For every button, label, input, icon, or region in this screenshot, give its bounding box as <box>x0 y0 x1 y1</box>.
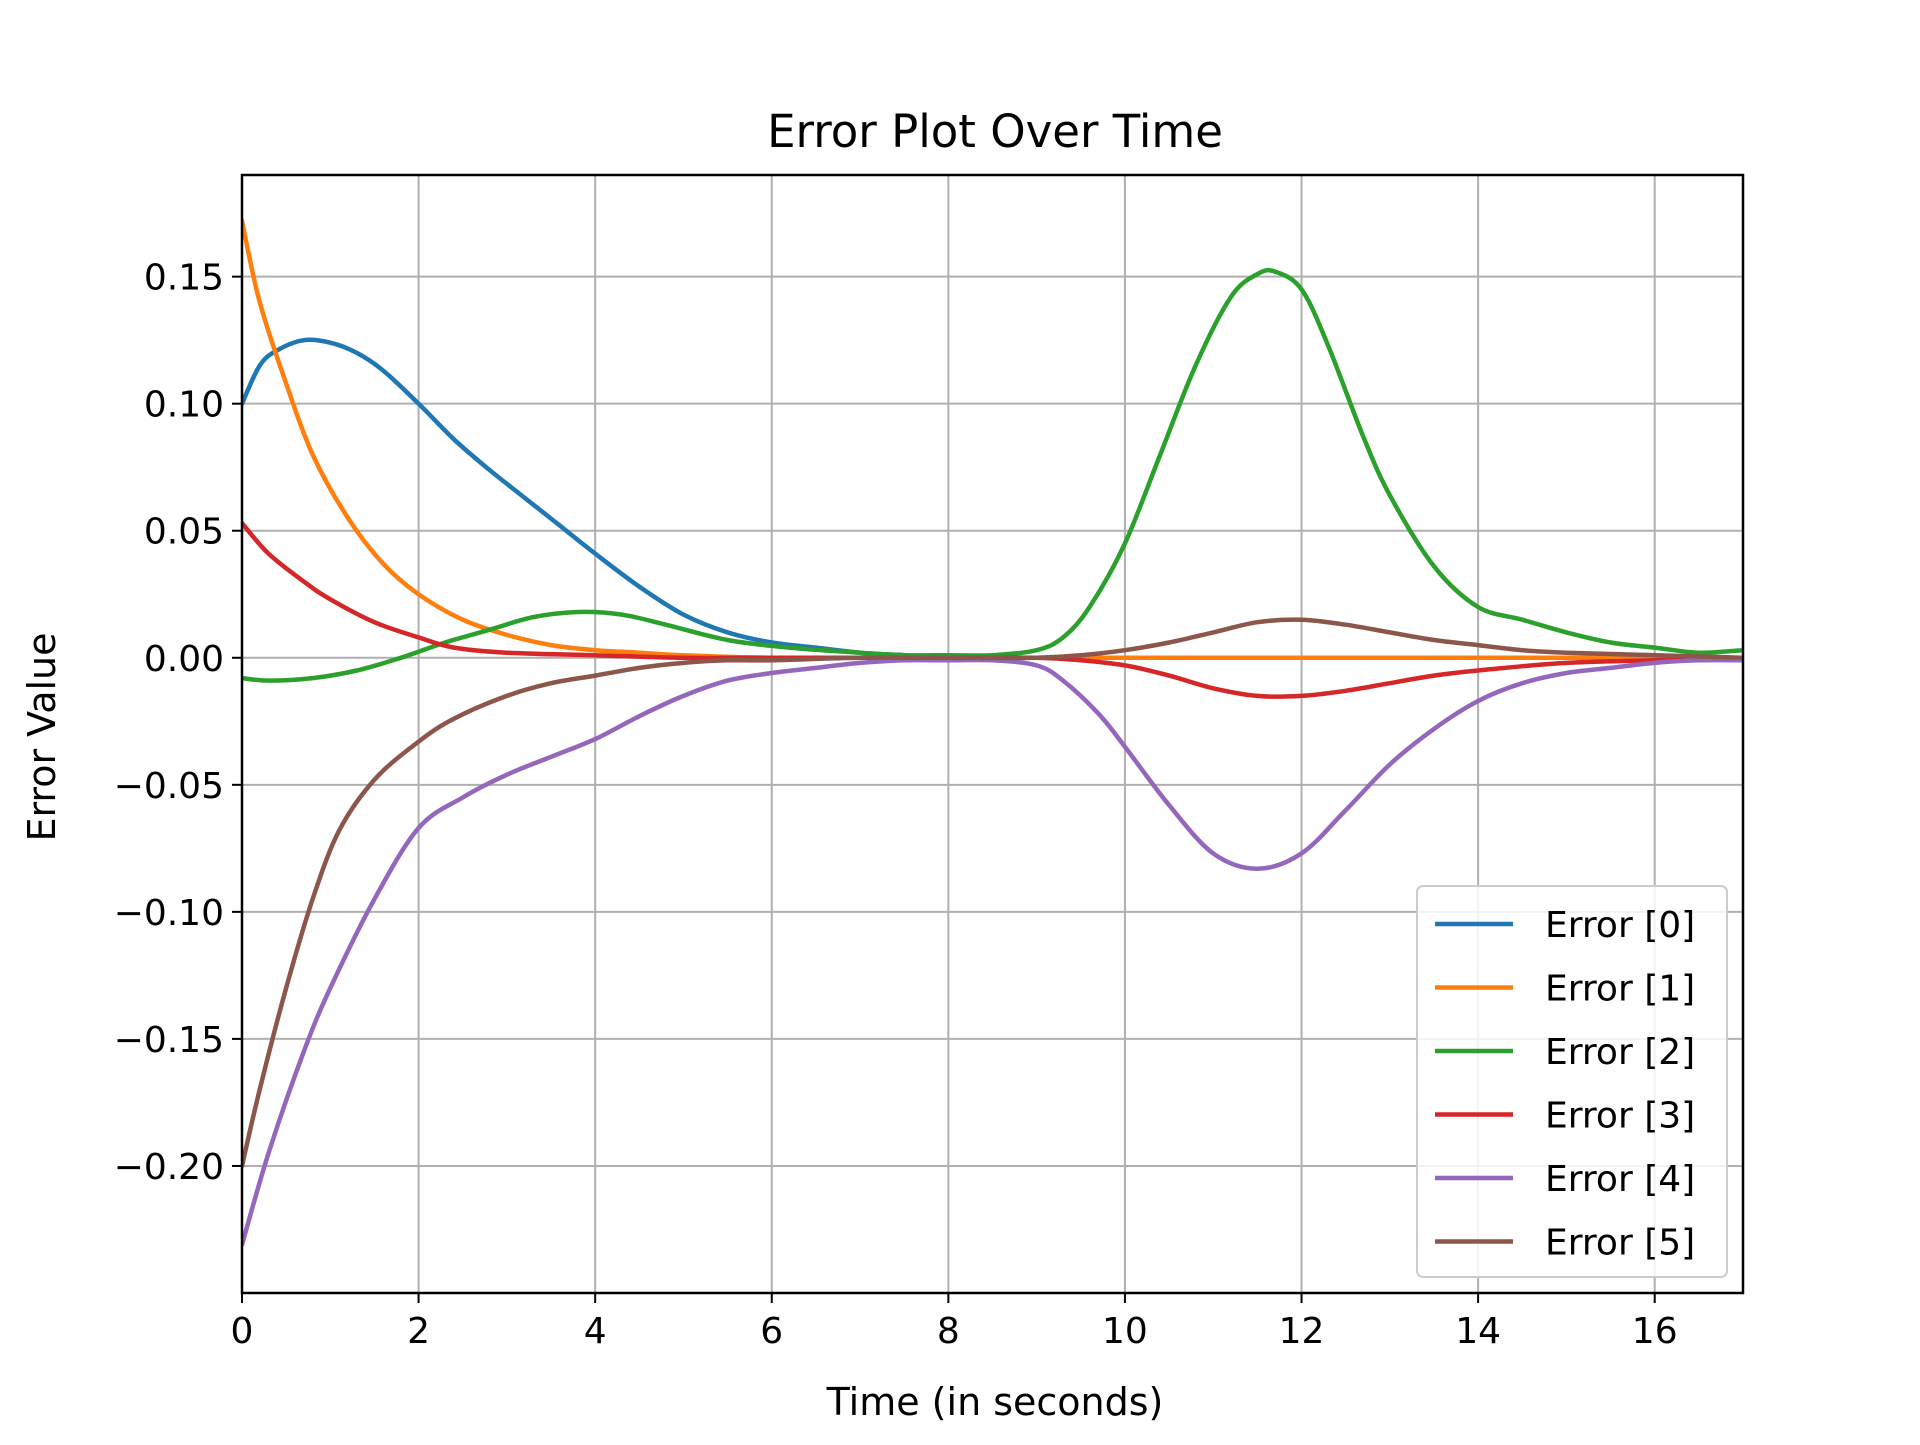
legend-label-2: Error [2] <box>1545 1032 1695 1073</box>
x-tick-label: 8 <box>937 1311 960 1352</box>
y-tick-label: −0.15 <box>114 1020 224 1061</box>
chart-title: Error Plot Over Time <box>767 105 1223 158</box>
legend-label-4: Error [4] <box>1545 1159 1695 1200</box>
y-tick-label: 0.10 <box>144 385 224 426</box>
legend-label-1: Error [1] <box>1545 969 1695 1010</box>
x-tick-label: 16 <box>1632 1311 1678 1352</box>
x-tick-label: 6 <box>760 1311 783 1352</box>
x-tick-label: 12 <box>1279 1311 1325 1352</box>
y-tick-label: −0.10 <box>114 893 224 934</box>
series-line-1 <box>242 218 1743 661</box>
y-axis-label: Error Value <box>20 632 64 841</box>
y-tick-label: 0.00 <box>144 639 224 680</box>
tick-labels: 0 2 4 6 8 10 12 14 16 −0.20 −0.15 −0.10 −0.05 0.00 0.0… <box>114 258 1678 1352</box>
y-tick-label: −0.20 <box>114 1147 224 1188</box>
x-tick-label: 14 <box>1455 1311 1501 1352</box>
axes <box>232 173 1745 1303</box>
plot-frame <box>240 173 1745 1295</box>
y-tick-label: 0.15 <box>144 258 224 299</box>
legend-label-5: Error [5] <box>1545 1223 1695 1264</box>
legend-label-3: Error [3] <box>1545 1096 1695 1137</box>
series-lines <box>242 218 1743 1247</box>
legend-label-0: Error [0] <box>1545 905 1695 946</box>
x-tick-label: 4 <box>584 1311 607 1352</box>
x-tick-label: 0 <box>231 1311 254 1352</box>
legend: Error [0] Error [1] Error [2] Error [3] Erro… <box>1416 885 1728 1278</box>
x-axis-label: Time (in seconds) <box>826 1380 1164 1424</box>
y-tick-label: −0.05 <box>114 766 224 807</box>
y-tick-label: 0.05 <box>144 512 224 553</box>
series-line-2 <box>242 267 1743 683</box>
x-tick-label: 10 <box>1102 1311 1148 1352</box>
x-tick-label: 2 <box>407 1311 430 1352</box>
series-line-5 <box>242 617 1743 1169</box>
